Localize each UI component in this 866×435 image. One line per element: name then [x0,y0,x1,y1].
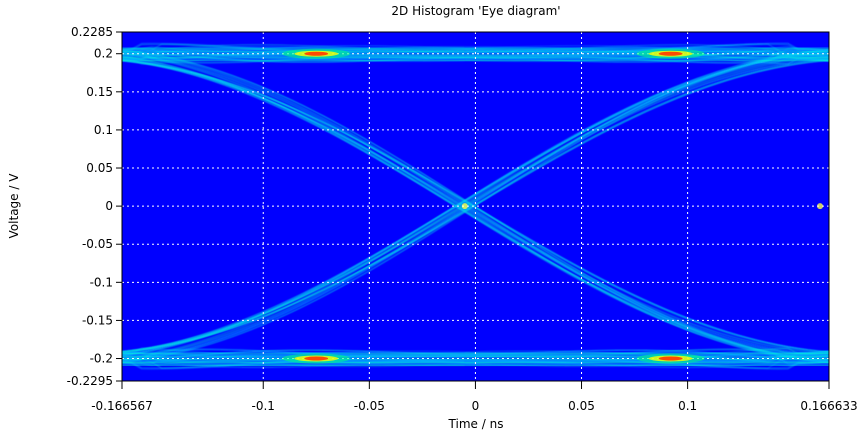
x-axis-label: Time / ns [448,417,504,431]
x-tick-label: -0.1 [252,399,275,413]
eye-trace [122,54,829,354]
density-hotspot [304,51,329,56]
eye-crossing [461,203,468,210]
eye-trace [464,360,829,370]
eye-trace [464,48,829,59]
grid-lines [122,32,829,381]
eye-trace [122,358,465,369]
eye-trace [122,347,465,358]
eye-trace [122,348,465,357]
eye-trace [122,354,465,363]
eye-trace [122,359,465,366]
eye-trace [122,42,465,53]
eye-trace [464,360,829,369]
x-tick-label: 0.1 [678,399,697,413]
hotspots [282,48,705,364]
y-tick-label: 0.2 [94,47,113,61]
y-tick-label: -0.15 [82,313,113,327]
density-hotspot [304,356,329,361]
eye-trace [122,360,465,370]
y-tick-label: -0.2 [90,352,113,366]
eye-trace [122,55,465,64]
eye-trace [122,53,465,63]
eye-trace [122,50,465,58]
eye-trace [122,55,465,64]
x-axis: -0.166567 -0.1 -0.05 0 0.05 0.1 0.166633 [91,381,858,413]
x-tick-label: 0 [472,399,480,413]
eye-trace [122,43,465,54]
y-tick-label: -0.1 [90,275,113,289]
x-tick-label: -0.166567 [91,399,153,413]
eye-trace [464,353,829,363]
y-tick-label: 0.05 [86,161,113,175]
x-tick-label: 0.166633 [800,399,857,413]
eye-trace [122,59,829,353]
eye-trace [464,54,829,65]
y-tick-label: -0.2295 [67,374,113,388]
y-tick-label: 0.1 [94,123,113,137]
eye-trace [464,354,829,364]
eye-trace [122,351,465,360]
eye-trace [122,355,465,364]
eye-trace [122,58,829,358]
eye-trace [464,50,829,59]
eye-trace [122,349,465,358]
y-tick-label: -0.05 [82,237,113,251]
chart-title: 2D Histogram 'Eye diagram' [391,4,560,18]
density-hotspot [658,51,683,56]
eye-trace [464,358,829,369]
eye-trace [464,42,829,53]
eye-trace [122,49,465,58]
eye-trace [122,52,465,62]
y-tick-label: 0.15 [86,85,113,99]
eye-trace [122,54,465,65]
eye-trace [122,361,465,369]
eye-trace [464,349,829,358]
eye-trace [464,349,829,359]
eye-trace [122,59,829,353]
x-tick-label: 0.05 [568,399,595,413]
eye-trace [122,48,465,57]
eye-trace [464,353,829,363]
eye-trace [464,49,829,59]
density-hotspot [658,356,683,361]
eye-trace [122,349,465,359]
y-tick-label: 0 [105,199,113,213]
eye-trace [122,50,829,360]
y-axis: 0.2285 0.2 0.15 0.1 0.05 0 -0.05 -0.1 -0.15 -0.2 -… [67,25,122,388]
y-tick-label: 0.2285 [71,25,113,39]
eye-trace [464,55,829,64]
eye-trace [464,347,829,358]
y-axis-label: Voltage / V [7,173,21,239]
eye-trace [464,43,829,54]
eye-trace [122,46,465,54]
eye-trace [464,53,829,63]
eye-crossing [817,203,824,210]
eye-trace [122,53,829,362]
x-tick-label: -0.05 [354,399,385,413]
eye-trace [464,44,829,52]
eye-trace [122,44,465,52]
eye-trace [122,354,465,363]
